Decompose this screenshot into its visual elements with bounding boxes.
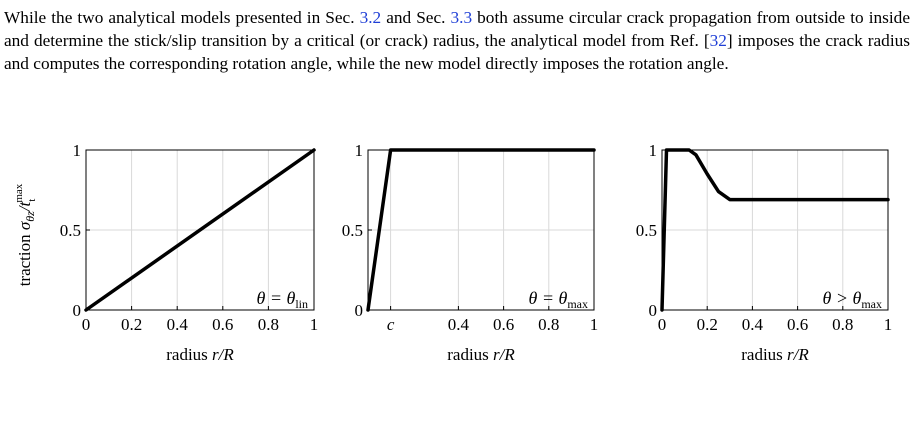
- x-tick-label: 1: [590, 315, 599, 334]
- panel-annotation: θ > θmax: [822, 288, 882, 311]
- y-tick-label: 1: [73, 141, 82, 160]
- chart-panel-2: c 0.4 0.6 0.8 1 0 0.5 1 radius r/R: [342, 141, 599, 364]
- x-tick-label: 0.4: [742, 315, 764, 334]
- panel-annotation: θ = θlin: [256, 288, 308, 311]
- traction-figure: 0 0.2 0.4 0.6 0.8 1 0 0.5 1 radius r/R θ = θlin c 0.…: [13, 141, 893, 364]
- chart-panel-1: 0 0.2 0.4 0.6 0.8 1 0 0.5 1 radius r/R: [60, 141, 319, 364]
- para-text-1: While the two analytical models presente…: [4, 8, 360, 27]
- para-text-3: both assume circular crack propagation f…: [4, 8, 910, 50]
- citation-link[interactable]: 32: [709, 31, 727, 50]
- x-tick-label: 1: [884, 315, 893, 334]
- section-ref-link-1[interactable]: 3.2: [359, 8, 382, 27]
- x-tick-label: 0.8: [538, 315, 559, 334]
- traction-curve: [84, 148, 316, 312]
- x-tick-label: c: [387, 315, 395, 334]
- x-tick-label: 0.2: [697, 315, 718, 334]
- para-text-2: and Sec.: [381, 8, 451, 27]
- y-tick-label: 1: [649, 141, 658, 160]
- panel-annotation: θ = θmax: [528, 288, 588, 311]
- y-tick-label: 0: [73, 301, 82, 320]
- x-tick-label: 0.8: [832, 315, 853, 334]
- chart-panel-3: 0 0.2 0.4 0.6 0.8 1 0 0.5 1 radius r/R: [636, 141, 893, 364]
- x-tick-label: 0: [658, 315, 667, 334]
- x-axis-label: radius r/R: [447, 345, 515, 364]
- x-tick-label: 0.6: [212, 315, 233, 334]
- x-tick-label: 0.8: [258, 315, 279, 334]
- y-tick-label: 1: [355, 141, 364, 160]
- x-tick-label: 0.6: [787, 315, 808, 334]
- traction-curve: [660, 148, 890, 312]
- y-tick-label: 0: [649, 301, 658, 320]
- x-tick-label: 0.4: [448, 315, 470, 334]
- y-tick-label: 0.5: [342, 221, 363, 240]
- traction-curve: [366, 148, 596, 312]
- y-axis-label: traction σθz/ttmax: [13, 183, 38, 286]
- x-axis-label: radius r/R: [166, 345, 234, 364]
- x-tick-label: 1: [310, 315, 319, 334]
- x-tick-label: 0: [82, 315, 91, 334]
- x-tick-label: 0.4: [167, 315, 189, 334]
- y-tick-label: 0.5: [636, 221, 657, 240]
- x-tick-label: 0.6: [493, 315, 514, 334]
- y-tick-label: 0.5: [60, 221, 81, 240]
- x-axis-label: radius r/R: [741, 345, 809, 364]
- section-ref-link-2[interactable]: 3.3: [450, 8, 473, 27]
- y-tick-label: 0: [355, 301, 364, 320]
- body-paragraph: While the two analytical models presente…: [4, 6, 910, 75]
- para-text-4: ] imposes the crack radius and computes …: [4, 31, 910, 73]
- x-tick-label: 0.2: [121, 315, 142, 334]
